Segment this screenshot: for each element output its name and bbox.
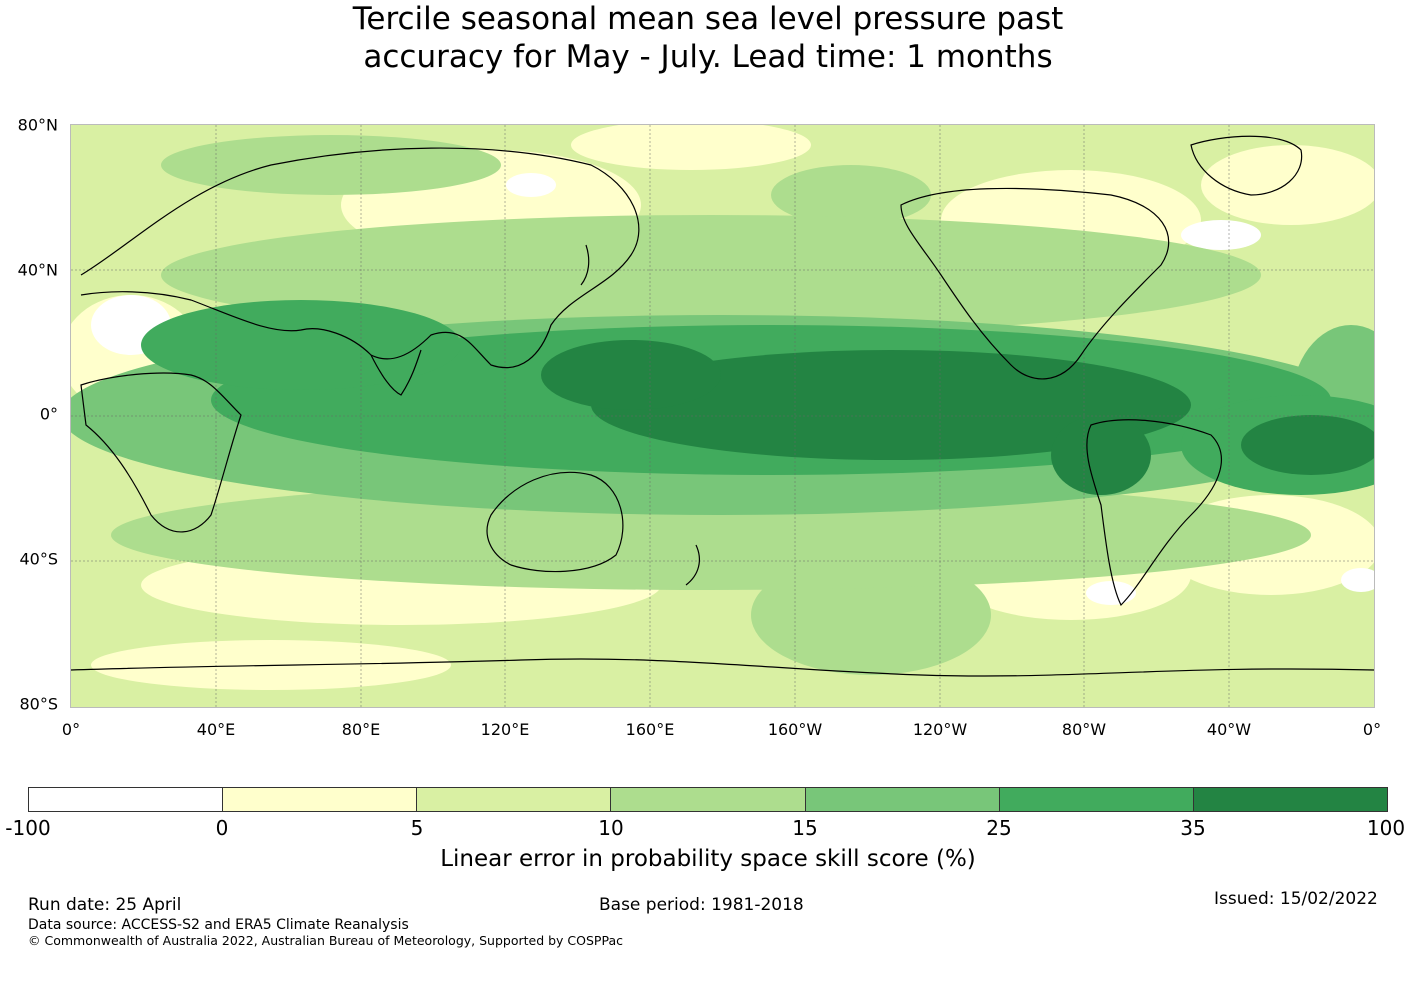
lon-label-0-right: 0° <box>1362 720 1382 739</box>
base-period: Base period: 1981-2018 <box>599 895 804 915</box>
map-title: Tercile seasonal mean sea level pressure… <box>0 0 1416 76</box>
lat-label-40n: 40°N <box>17 260 58 280</box>
title-line-1: Tercile seasonal mean sea level pressure… <box>352 1 1064 37</box>
lon-label-0-left: 0° <box>61 720 81 739</box>
lon-label-40w: 40°W <box>1206 720 1252 739</box>
lon-label-160w: 160°W <box>767 720 823 739</box>
colorbar-tick-minus100: -100 <box>5 816 51 840</box>
issued-date: Issued: 15/02/2022 <box>1214 889 1378 909</box>
colorbar-segment-2 <box>417 788 612 811</box>
lat-label-80n: 80°N <box>17 115 58 135</box>
lat-label-equator: 0° <box>39 404 58 424</box>
colorbar-segment-0 <box>29 788 224 811</box>
very-high-skill-regions <box>541 340 1374 495</box>
graticule <box>71 125 1374 707</box>
colorbar-tick-0: 0 <box>215 816 229 840</box>
colorbar-label: Linear error in probability space skill … <box>440 846 976 872</box>
lon-label-120e: 120°E <box>480 720 530 739</box>
colorbar-tick-100: 100 <box>1366 816 1406 840</box>
lat-label-80s: 80°S <box>19 694 58 714</box>
run-date: Run date: 25 April <box>28 895 182 915</box>
lon-label-80w: 80°W <box>1061 720 1107 739</box>
colorbar-tick-5: 5 <box>410 816 424 840</box>
colorbar-tick-25: 25 <box>986 816 1012 840</box>
colorbar-segment-6 <box>1193 788 1387 811</box>
skill-score-map <box>70 124 1375 708</box>
colorbar-segment-3 <box>611 788 806 811</box>
copyright-notice: © Commonwealth of Australia 2022, Austra… <box>28 933 623 948</box>
lon-label-120w: 120°W <box>912 720 968 739</box>
map-svg <box>71 125 1374 707</box>
title-line-2: accuracy for May - July. Lead time: 1 mo… <box>363 39 1053 75</box>
colorbar <box>28 787 1388 812</box>
lat-label-40s: 40°S <box>19 549 58 569</box>
colorbar-tick-15: 15 <box>792 816 818 840</box>
negative-skill-regions <box>91 173 1374 605</box>
colorbar-tick-10: 10 <box>598 816 624 840</box>
lon-label-40e: 40°E <box>196 720 236 739</box>
colorbar-tick-35: 35 <box>1180 816 1206 840</box>
moderate-skill-regions <box>111 135 1311 675</box>
lon-label-160e: 160°E <box>625 720 675 739</box>
colorbar-segment-1 <box>223 788 418 811</box>
data-source: Data source: ACCESS-S2 and ERA5 Climate … <box>28 917 409 933</box>
lon-label-80e: 80°E <box>341 720 381 739</box>
colorbar-segment-5 <box>999 788 1194 811</box>
coastlines <box>71 135 1374 677</box>
colorbar-segment-4 <box>805 788 1000 811</box>
